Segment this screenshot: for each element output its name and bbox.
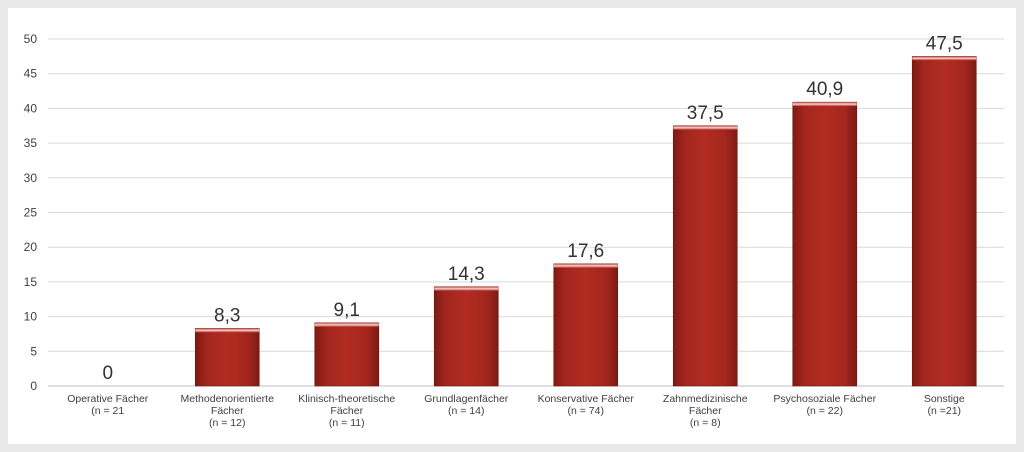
bar-highlight [195, 328, 260, 333]
bar [911, 56, 977, 387]
y-tick-label: 0 [30, 379, 37, 393]
data-label: 47,5 [926, 33, 963, 54]
bar-chart: 0 5 10 15 20 25 30 35 40 45 50 0 8,3 9,1 14,3 17,6 37,5… [24, 32, 1004, 429]
bars [194, 56, 977, 387]
data-label: 40,9 [806, 79, 843, 100]
x-category-label: Konservative Fächer (n = 74) [538, 393, 635, 417]
x-category-label: Operative Fächer (n = 21 [67, 393, 149, 417]
bar-body [433, 286, 499, 387]
bar [672, 125, 738, 387]
data-label: 8,3 [214, 305, 240, 326]
y-tick-label: 25 [24, 206, 38, 220]
bar [553, 263, 619, 387]
y-tick-label: 30 [24, 171, 38, 185]
bar-highlight [912, 56, 977, 61]
bar-body [672, 125, 738, 387]
y-tick-label: 15 [24, 275, 38, 289]
y-axis-ticks: 0 5 10 15 20 25 30 35 40 45 50 [24, 32, 38, 393]
data-labels: 0 8,3 9,1 14,3 17,6 37,5 40,9 47,5 [102, 33, 962, 384]
y-tick-label: 20 [24, 240, 38, 254]
bar-body [553, 263, 619, 387]
bar [314, 322, 380, 387]
data-label: 37,5 [687, 103, 724, 124]
gridlines [48, 38, 1004, 387]
chart-panel: 0 5 10 15 20 25 30 35 40 45 50 0 8,3 9,1 14,3 17,6 37,5… [8, 8, 1016, 444]
x-axis-categories: Operative Fächer (n = 21 Methodenorientier… [67, 393, 965, 429]
bar-body [314, 322, 380, 387]
x-category-label: Methodenorientierte Fächer (n = 12) [181, 393, 275, 429]
bar [194, 328, 260, 387]
x-category-label: Sonstige (n =21) [924, 393, 965, 417]
y-tick-label: 50 [24, 32, 38, 46]
x-category-label: Grundlagenfächer (n = 14) [424, 393, 509, 417]
bar-body [792, 101, 858, 387]
x-category-label: Zahnmedizinische Fächer (n = 8) [663, 393, 748, 429]
bar [792, 101, 858, 387]
bar-body [911, 56, 977, 387]
y-tick-label: 10 [24, 310, 38, 324]
x-category-label: Psychosoziale Fächer (n = 22) [773, 393, 876, 417]
y-tick-label: 35 [24, 136, 38, 150]
y-tick-label: 40 [24, 101, 38, 115]
bar-highlight [434, 286, 499, 291]
data-label: 9,1 [334, 300, 360, 321]
bar [433, 286, 499, 387]
bar-highlight [792, 102, 857, 107]
bar-highlight [553, 263, 618, 268]
data-label: 14,3 [448, 264, 485, 285]
y-tick-label: 45 [24, 67, 38, 81]
bar-body [194, 328, 260, 387]
bar-highlight [673, 125, 738, 130]
y-tick-label: 5 [30, 344, 37, 358]
data-label: 17,6 [567, 241, 604, 262]
x-category-label: Klinisch-theoretische Fächer (n = 11) [298, 393, 395, 429]
bar-highlight [314, 322, 379, 327]
data-label: 0 [102, 363, 113, 384]
